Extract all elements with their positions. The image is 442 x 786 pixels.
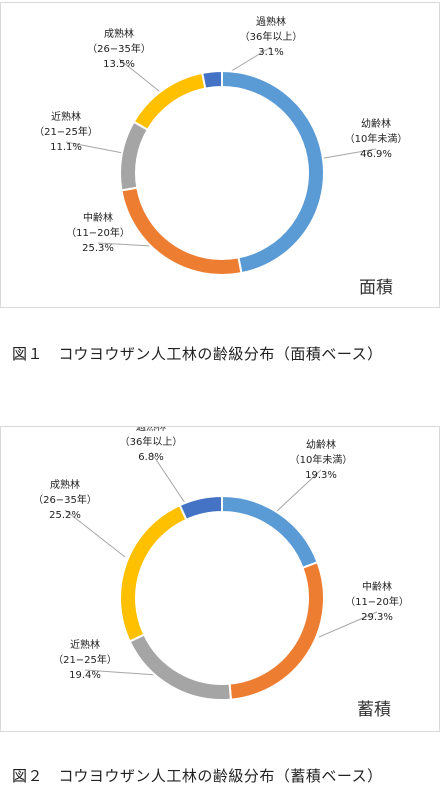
slice-percent-4: 25.2%: [49, 510, 81, 521]
slice-range-3: （21−25年）: [53, 653, 117, 666]
chart-subtitle-area: 面積: [359, 278, 393, 298]
slice-percent-4: 13.5%: [103, 59, 135, 70]
donut-slice-5: [201, 69, 223, 90]
slice-name-5: 過熟林: [256, 15, 286, 28]
slice-name-5: 過熟林: [136, 427, 166, 433]
slice-range-5: （36年以上）: [120, 435, 183, 448]
slice-range-1: （10年未満）: [290, 453, 353, 466]
donut-slice-2: [228, 560, 325, 701]
slice-percent-2: 29.3%: [361, 612, 393, 623]
slice-name-4: 成熟林: [104, 27, 134, 40]
figure-caption-2: 図２ コウヨウザン人工林の齢級分布（蓄積ベース）: [12, 767, 383, 785]
chart-panel-area: 幼齢林 （10年未満） 46.9% 中齢林 （11−20年） 25.3% 近熟林 （21−25…: [0, 2, 440, 308]
slice-percent-1: 19.3%: [305, 470, 337, 481]
slice-percent-3: 19.4%: [69, 670, 101, 681]
slice-percent-5: 3.1%: [258, 47, 283, 58]
donut-slice-2: [120, 186, 243, 276]
slice-percent-3: 11.1%: [50, 142, 82, 153]
slice-range-3: （21−25年）: [34, 125, 98, 138]
leader-line-2: [318, 611, 378, 638]
figure-caption-1: 図１ コウヨウザン人工林の齢級分布（面積ベース）: [12, 345, 383, 363]
slice-percent-1: 46.9%: [360, 149, 392, 160]
donut-chart-area: 幼齢林 （10年未満） 46.9% 中齢林 （11−20年） 25.3% 近熟林 （21−25…: [34, 15, 408, 276]
leader-line-3: [84, 669, 158, 676]
slice-range-1: （10年未満）: [345, 132, 408, 145]
slice-name-2: 中齢林: [83, 211, 113, 224]
donut-slice-4: [132, 71, 207, 132]
chart-subtitle-stock: 蓄積: [357, 700, 391, 720]
slice-name-3: 近熟林: [70, 638, 100, 651]
slice-name-2: 中齢林: [362, 580, 392, 593]
slice-range-4: （26−35年）: [33, 493, 97, 506]
donut-slice-1: [221, 69, 325, 275]
slice-percent-5: 6.8%: [138, 452, 163, 463]
leader-line-5: [150, 451, 190, 510]
slice-range-2: （11−20年）: [345, 595, 409, 608]
leader-line-1: [276, 469, 322, 512]
donut-slice-3: [128, 633, 233, 701]
slice-name-3: 近熟林: [51, 110, 81, 123]
slice-percent-2: 25.3%: [82, 243, 114, 254]
slice-range-4: （26−35年）: [87, 42, 151, 55]
slice-name-4: 成熟林: [50, 478, 80, 491]
donut-slice-4: [119, 503, 188, 643]
leader-line-3: [65, 141, 124, 154]
leader-line-4: [64, 509, 126, 558]
slice-name-1: 幼齢林: [361, 117, 391, 130]
slice-range-2: （11−20年）: [66, 226, 130, 239]
donut-slice-5: [178, 494, 223, 522]
slice-range-5: （36年以上）: [240, 30, 303, 43]
donut-chart-stock: 幼齢林 （10年未満） 19.3% 中齢林 （11−20年） 29.3% 近熟林 （21−25…: [33, 427, 409, 701]
chart-panel-stock: 幼齢林 （10年未満） 19.3% 中齢林 （11−20年） 29.3% 近熟林 （21−25…: [0, 426, 440, 732]
slice-name-1: 幼齢林: [306, 438, 336, 451]
donut-slice-3: [119, 120, 150, 192]
donut-slice-1: [221, 494, 319, 570]
